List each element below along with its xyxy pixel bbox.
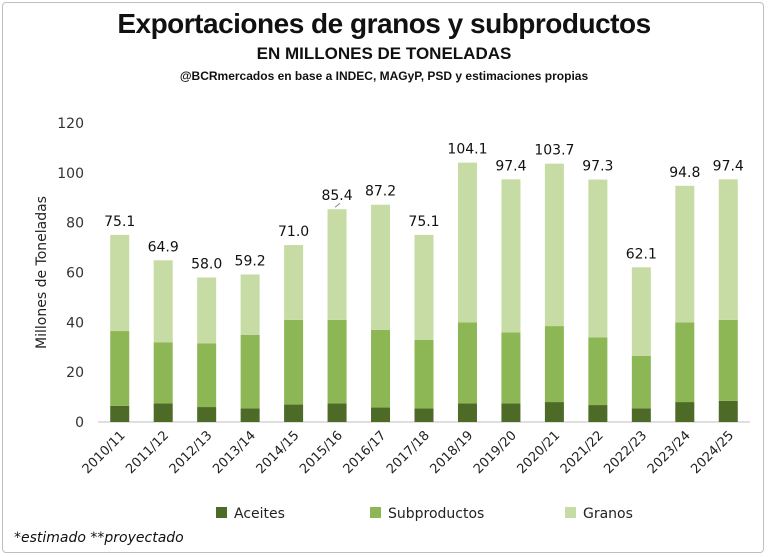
bar-segment-aceites xyxy=(457,403,477,422)
data-label-total: 97.4 xyxy=(495,158,526,174)
y-tick-label: 0 xyxy=(75,415,84,431)
x-tick-label: 2012/13 xyxy=(167,428,216,477)
bar-segment-subproductos xyxy=(153,342,173,404)
bar-segment-aceites xyxy=(544,402,564,422)
bar-segment-subproductos xyxy=(631,355,651,409)
bar-segment-subproductos xyxy=(197,343,217,408)
data-label-total: 75.1 xyxy=(408,214,439,230)
x-tick-label: 2011/12 xyxy=(123,428,172,477)
data-label-leader xyxy=(334,202,341,208)
legend-label-granos: Granos xyxy=(583,506,633,522)
chart-source: @BCRmercados en base a INDEC, MAGyP, PSD… xyxy=(179,69,589,83)
bar-segment-subproductos xyxy=(327,319,347,404)
y-tick-label: 100 xyxy=(57,166,84,182)
bar-segment-granos xyxy=(110,234,130,332)
bar-segment-subproductos xyxy=(240,334,260,409)
bar-segment-aceites xyxy=(327,403,347,422)
x-tick-label: 2017/18 xyxy=(384,428,433,477)
legend-label-subproductos: Subproductos xyxy=(388,506,484,522)
bar-segment-granos xyxy=(457,162,477,323)
bar-segment-aceites xyxy=(631,408,651,422)
bar-segment-aceites xyxy=(371,407,391,422)
legend-label-aceites: Aceites xyxy=(234,506,285,522)
bar-segment-subproductos xyxy=(371,329,391,408)
x-tick-label: 2014/15 xyxy=(254,428,303,477)
data-label-total: 58.0 xyxy=(191,256,222,272)
x-tick-label: 2015/16 xyxy=(297,428,346,477)
x-tick-label: 2018/19 xyxy=(427,428,476,477)
y-axis-label: Millones de Toneladas xyxy=(34,196,50,349)
y-tick-label: 80 xyxy=(66,216,84,232)
bar-segment-subproductos xyxy=(284,319,304,405)
bar-segment-granos xyxy=(371,204,391,330)
bar-segment-subproductos xyxy=(501,332,521,404)
bar-segment-aceites xyxy=(110,405,130,422)
bar-segment-granos xyxy=(544,163,564,327)
data-label-total: 97.3 xyxy=(582,159,613,175)
bar-segment-subproductos xyxy=(110,331,130,406)
x-tick-label: 2023/24 xyxy=(645,428,694,477)
bar-segment-granos xyxy=(501,179,521,333)
chart-subtitle: EN MILLONES DE TONELADAS xyxy=(256,44,512,63)
bar-segment-subproductos xyxy=(588,337,608,406)
data-label-total: 104.1 xyxy=(447,142,487,158)
data-label-total: 85.4 xyxy=(321,188,352,204)
x-tick-label: 2019/20 xyxy=(471,428,520,477)
bar-segment-subproductos xyxy=(414,339,434,409)
bar-segment-subproductos xyxy=(718,319,738,401)
bar-segment-granos xyxy=(284,245,304,320)
data-label-total: 59.2 xyxy=(235,253,266,269)
chart-title: Exportaciones de granos y subproductos xyxy=(117,8,651,39)
bar-segment-aceites xyxy=(501,403,521,422)
bar-segment-granos xyxy=(588,179,608,338)
data-label-total: 103.7 xyxy=(534,143,574,159)
data-label-total: 97.4 xyxy=(713,158,744,174)
bar-segment-subproductos xyxy=(675,322,695,403)
x-tick-label: 2020/21 xyxy=(514,428,563,477)
bar-segment-granos xyxy=(240,274,260,335)
y-tick-label: 20 xyxy=(66,365,84,381)
data-label-total: 87.2 xyxy=(365,184,396,200)
bar-segment-subproductos xyxy=(544,326,564,403)
y-tick-label: 60 xyxy=(66,266,84,282)
bar-segment-granos xyxy=(327,209,347,320)
bar-segment-aceites xyxy=(153,403,173,422)
bar-segment-aceites xyxy=(588,405,608,422)
footnote: *estimado **proyectado xyxy=(14,530,184,546)
x-tick-label: 2010/11 xyxy=(80,428,129,477)
data-label-total: 94.8 xyxy=(669,165,700,181)
x-tick-label: 2013/14 xyxy=(210,428,259,477)
bar-segment-aceites xyxy=(240,408,260,422)
data-label-total: 62.1 xyxy=(626,246,657,262)
legend-swatch-subproductos xyxy=(370,507,381,518)
bar-segment-subproductos xyxy=(457,322,477,404)
legend-swatch-aceites xyxy=(216,507,227,518)
x-tick-label: 2024/25 xyxy=(688,428,737,477)
data-label-total: 75.1 xyxy=(104,214,135,230)
y-tick-label: 120 xyxy=(57,116,84,132)
x-tick-label: 2021/22 xyxy=(558,428,607,477)
bar-segment-granos xyxy=(675,185,695,323)
bar-segment-granos xyxy=(414,234,434,340)
bar-segment-aceites xyxy=(414,408,434,422)
bar-segment-granos xyxy=(197,277,217,344)
bar-segment-aceites xyxy=(284,404,304,422)
bar-segment-aceites xyxy=(675,402,695,422)
bar-segment-granos xyxy=(631,267,651,356)
y-tick-label: 40 xyxy=(66,315,84,331)
bar-segment-granos xyxy=(153,260,173,343)
x-tick-label: 2022/23 xyxy=(601,428,650,477)
bar-segment-granos xyxy=(718,179,738,320)
bar-segment-aceites xyxy=(718,400,738,422)
legend-swatch-granos xyxy=(565,507,576,518)
x-tick-label: 2016/17 xyxy=(341,428,390,477)
data-label-total: 64.9 xyxy=(148,239,179,255)
bar-segment-aceites xyxy=(197,407,217,422)
data-label-total: 71.0 xyxy=(278,224,309,240)
